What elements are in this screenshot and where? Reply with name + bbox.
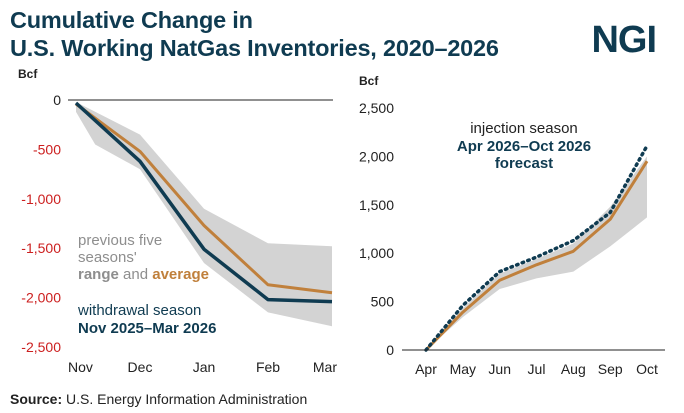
x-tick-label: Oct bbox=[636, 361, 658, 377]
x-tick-label: Feb bbox=[256, 359, 280, 375]
y-tick-label: -2,500 bbox=[21, 339, 61, 355]
left-range-band bbox=[76, 102, 332, 327]
source-label: Source: bbox=[10, 391, 63, 407]
withdrawal-season-dates: Nov 2025–Mar 2026 bbox=[78, 320, 216, 337]
average-word: average bbox=[152, 266, 209, 283]
right-y-ticks: 0 500 1,000 1,500 2,000 2,500 bbox=[359, 100, 394, 358]
left-average-line bbox=[75, 102, 333, 295]
withdrawal-chart: Bcf 0 -500 -1,000 -1,500 -2,000 -2,500 Nov Dec… bbox=[18, 67, 337, 375]
y-tick-label: 2,000 bbox=[359, 148, 394, 164]
y-tick-label: 500 bbox=[371, 294, 395, 310]
range-label-line-1: previous five bbox=[78, 232, 162, 249]
x-tick-label: Jul bbox=[528, 361, 546, 377]
y-tick-label: 1,500 bbox=[359, 197, 394, 213]
injection-season-label: injection season bbox=[470, 120, 578, 137]
x-tick-label: May bbox=[450, 361, 476, 377]
right-y-unit: Bcf bbox=[359, 74, 379, 88]
range-label-line-2: seasons' bbox=[78, 249, 137, 266]
right-range-band bbox=[426, 156, 647, 350]
forecast-label: forecast bbox=[495, 155, 553, 172]
x-tick-label: Nov bbox=[68, 359, 93, 375]
source-note: Source: U.S. Energy Information Administ… bbox=[10, 391, 307, 407]
injection-chart: Bcf 0 500 1,000 1,500 2,000 2,500 Apr May Jun Ju… bbox=[359, 74, 665, 377]
and-word-text: and bbox=[123, 266, 148, 283]
title-line-2: U.S. Working NatGas Inventories, 2020–20… bbox=[10, 35, 499, 61]
withdrawal-season-label: withdrawal season bbox=[77, 302, 201, 319]
injection-season-dates: Apr 2026–Oct 2026 bbox=[457, 138, 591, 155]
y-tick-label: -1,000 bbox=[21, 191, 61, 207]
y-tick-label: -500 bbox=[33, 141, 61, 157]
left-current-line bbox=[74, 101, 333, 304]
y-tick-label: 0 bbox=[386, 342, 394, 358]
y-tick-label: 1,000 bbox=[359, 245, 394, 261]
right-average-line bbox=[424, 160, 649, 352]
right-x-ticks: Apr May Jun Jul Aug Sep Oct bbox=[415, 361, 658, 377]
y-tick-label: 0 bbox=[53, 92, 61, 108]
chart-title: Cumulative Change in U.S. Working NatGas… bbox=[10, 6, 499, 62]
range-word: range bbox=[78, 266, 119, 283]
y-tick-label: 2,500 bbox=[359, 100, 394, 116]
y-tick-label: -1,500 bbox=[21, 240, 61, 256]
left-y-ticks: 0 -500 -1,000 -1,500 -2,000 -2,500 bbox=[21, 92, 61, 355]
x-tick-label: Jun bbox=[488, 361, 511, 377]
x-tick-label: Aug bbox=[561, 361, 586, 377]
x-tick-label: Dec bbox=[128, 359, 153, 375]
source-text: U.S. Energy Information Administration bbox=[66, 391, 308, 407]
x-tick-label: Apr bbox=[415, 361, 437, 377]
x-tick-label: Jan bbox=[193, 359, 216, 375]
left-y-unit: Bcf bbox=[18, 67, 38, 81]
left-x-ticks: Nov Dec Jan Feb Mar bbox=[68, 359, 337, 375]
ngi-logo: NGI bbox=[591, 19, 657, 61]
range-label-line-3: range and average bbox=[78, 266, 209, 283]
x-tick-label: Mar bbox=[313, 359, 337, 375]
title-line-1: Cumulative Change in bbox=[10, 7, 253, 33]
right-forecast-line bbox=[424, 144, 649, 352]
x-tick-label: Sep bbox=[598, 361, 623, 377]
y-tick-label: -2,000 bbox=[21, 290, 61, 306]
